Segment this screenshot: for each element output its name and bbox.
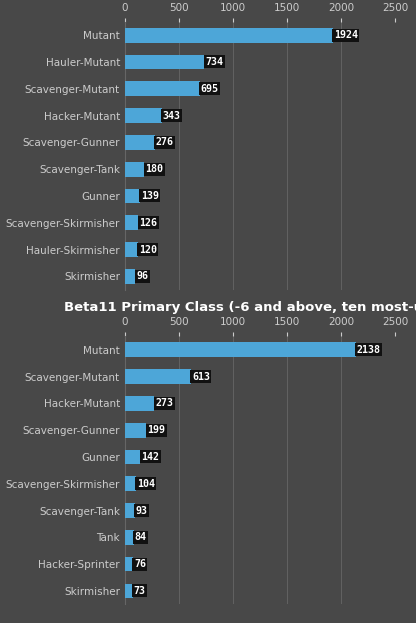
Bar [125, 28, 333, 42]
Text: 199: 199 [147, 425, 165, 435]
Text: 273: 273 [155, 398, 173, 409]
Bar [125, 369, 191, 384]
Bar [125, 557, 133, 571]
Title: Beta11 Primary Class (-6 and above, ten most-used): Beta11 Primary Class (-6 and above, ten … [64, 302, 416, 315]
Bar [125, 343, 356, 357]
Bar [125, 108, 162, 123]
Text: 276: 276 [156, 137, 173, 148]
Bar [125, 82, 200, 96]
Bar [125, 584, 133, 598]
Bar [125, 269, 135, 283]
Text: 104: 104 [137, 478, 155, 489]
Text: 142: 142 [141, 452, 159, 462]
Bar [125, 216, 139, 230]
Bar [125, 242, 138, 257]
Text: 343: 343 [163, 110, 181, 121]
Bar [125, 423, 146, 437]
Text: 1924: 1924 [334, 30, 358, 40]
Text: 2138: 2138 [357, 345, 381, 355]
Text: 139: 139 [141, 191, 158, 201]
Text: 93: 93 [136, 505, 148, 516]
Text: 76: 76 [134, 559, 146, 569]
Text: 73: 73 [134, 586, 146, 596]
Text: 126: 126 [139, 217, 157, 228]
Text: 613: 613 [192, 371, 210, 382]
Text: 180: 180 [145, 164, 163, 174]
Bar [125, 189, 140, 203]
Text: 84: 84 [135, 532, 147, 543]
Bar [125, 477, 136, 491]
Bar [125, 450, 140, 464]
Bar [125, 396, 154, 411]
Bar [125, 530, 134, 545]
Bar [125, 503, 135, 518]
Text: 120: 120 [139, 244, 157, 255]
Bar [125, 55, 204, 69]
Text: 695: 695 [201, 83, 219, 94]
Bar [125, 162, 144, 176]
Text: 734: 734 [205, 57, 223, 67]
Text: 96: 96 [136, 271, 148, 282]
Bar [125, 135, 155, 150]
